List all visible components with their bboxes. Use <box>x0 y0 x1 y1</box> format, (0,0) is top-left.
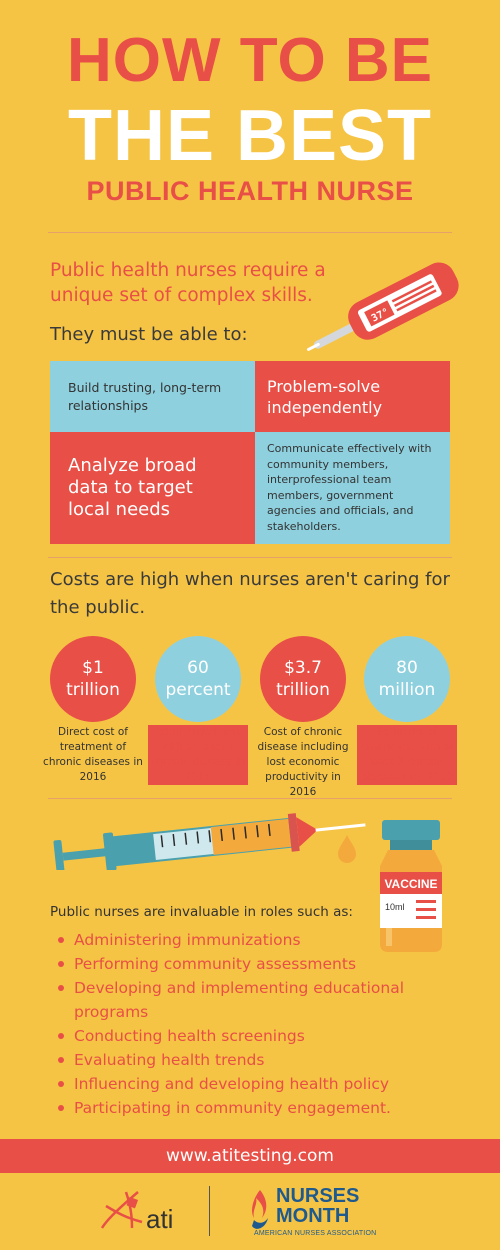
skill-cell: Build trusting, long-term relationships <box>50 361 255 432</box>
skill-text: Analyze broad data to target local needs <box>68 455 197 520</box>
droplet-icon <box>338 835 356 863</box>
vaccine-vial-icon: VACCINE 10ml <box>380 820 442 952</box>
stat-unit: trillion <box>66 680 120 700</box>
costs-heading: Costs are high when nurses aren't caring… <box>50 569 450 618</box>
title-line-1: HOW TO BE <box>66 26 434 95</box>
stat-unit: percent <box>165 680 231 700</box>
skill-text: Communicate effectively with community m… <box>267 442 432 533</box>
divider <box>48 798 452 799</box>
roles-list: Administering immunizations Performing c… <box>56 928 416 1120</box>
ati-wordmark: ati <box>146 1204 173 1234</box>
stat-unit: trillion <box>276 680 330 700</box>
thermometer-icon: 37° <box>306 262 459 351</box>
stat-circle: 80 million <box>364 636 450 722</box>
list-item: Evaluating health trends <box>56 1048 416 1072</box>
stat-value: $3.7 <box>284 658 322 678</box>
skill-cell: Problem-solve independently <box>255 361 450 432</box>
divider <box>48 232 452 233</box>
syringe-icon <box>53 813 366 870</box>
stat-caption: Adult Americans with at least 1 chronic … <box>148 725 248 785</box>
skill-cell: Analyze broad data to target local needs <box>50 432 255 544</box>
month-word: MONTH <box>276 1205 350 1227</box>
skill-text: Build trusting, long-term relationships <box>68 380 222 413</box>
stat-value: 60 <box>187 658 209 678</box>
list-item: Participating in community engagement. <box>56 1096 416 1120</box>
stat-circle: $1 trillion <box>50 636 136 722</box>
subtitle: PUBLIC HEALTH NURSE <box>86 176 414 206</box>
website-link[interactable]: www.atitesting.com <box>165 1146 334 1166</box>
logo-divider <box>209 1186 210 1236</box>
ana-text: AMERICAN NURSES ASSOCIATION <box>254 1230 377 1237</box>
list-item: Performing community assessments <box>56 952 416 976</box>
intro-text: Public health nurses require a unique se… <box>50 260 326 306</box>
divider <box>48 557 452 558</box>
title-line-2: THE BEST <box>67 96 433 176</box>
stat-circle: 60 percent <box>155 636 241 722</box>
list-item: Conducting health screenings <box>56 1024 416 1048</box>
flame-icon <box>252 1190 268 1229</box>
stat-caption: Cost of chronic disease including lost e… <box>257 726 349 798</box>
stat-caption: Direct cost of treatment of chronic dise… <box>43 726 143 783</box>
stat-caption: Estimate of Americans with at least 3 ch… <box>357 725 457 785</box>
stat-circle: $3.7 trillion <box>260 636 346 722</box>
list-item: Developing and implementing educational … <box>56 976 416 1024</box>
skill-cell: Communicate effectively with community m… <box>255 432 450 544</box>
ati-logo-icon: ati <box>100 1191 173 1234</box>
stat-value: $1 <box>82 658 104 678</box>
list-item: Influencing and developing health policy <box>56 1072 416 1096</box>
skill-text: Problem-solve independently <box>267 377 383 417</box>
website-bar: www.atitesting.com <box>0 1139 500 1173</box>
roles-heading: Public nurses are invaluable in roles su… <box>50 904 353 920</box>
list-item: Administering immunizations <box>56 928 416 952</box>
nurses-month-logo: NURSES MONTH <box>276 1186 359 1226</box>
vaccine-volume: 10ml <box>385 902 405 912</box>
nurses-word: NURSES <box>276 1185 360 1207</box>
stat-unit: million <box>378 680 436 700</box>
stat-value: 80 <box>396 658 418 678</box>
vaccine-label: VACCINE <box>384 877 437 891</box>
must-be-able-heading: They must be able to: <box>50 324 248 345</box>
